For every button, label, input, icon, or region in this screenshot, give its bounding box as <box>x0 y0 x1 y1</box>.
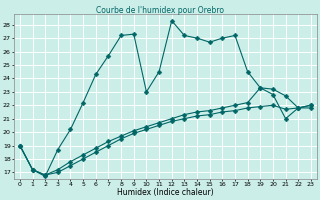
X-axis label: Humidex (Indice chaleur): Humidex (Indice chaleur) <box>117 188 214 197</box>
Text: Courbe de l'humidex pour Orebro: Courbe de l'humidex pour Orebro <box>96 6 224 15</box>
